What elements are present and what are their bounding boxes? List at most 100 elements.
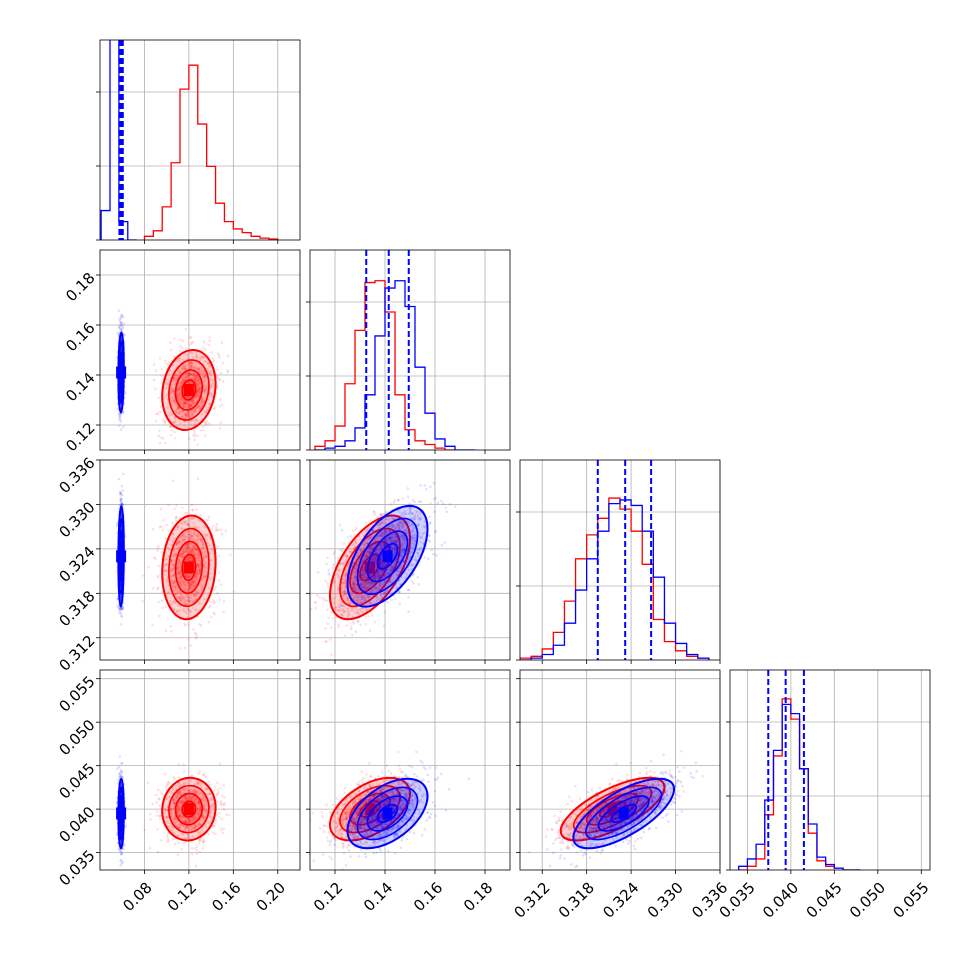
scatter-point <box>189 536 192 540</box>
scatter-point <box>152 556 156 559</box>
scatter-point <box>197 600 201 604</box>
scatter-point <box>204 374 207 377</box>
scatter-point <box>196 385 200 388</box>
scatter-point <box>188 587 192 591</box>
scatter-point <box>197 565 201 568</box>
scatter-point <box>381 565 384 568</box>
scatter-point <box>189 583 193 587</box>
scatter-point <box>200 540 204 544</box>
scatter-point <box>189 373 193 376</box>
scatter-point <box>310 607 313 611</box>
scatter-point <box>195 508 198 511</box>
scatter-point <box>120 324 123 327</box>
scatter-point <box>368 594 371 598</box>
scatter-point <box>194 581 197 584</box>
scatter-point <box>217 354 221 357</box>
scatter-point <box>169 579 173 582</box>
scatter-point <box>399 521 403 525</box>
scatter-point <box>366 580 370 583</box>
scatter-point <box>171 581 175 585</box>
scatter-point <box>380 554 383 557</box>
scatter-point <box>182 365 185 369</box>
scatter-point <box>333 580 337 583</box>
scatter-point <box>185 414 188 418</box>
scatter-point <box>181 551 185 555</box>
scatter-point <box>168 599 172 603</box>
scatter-point <box>180 409 183 413</box>
scatter-point <box>181 415 185 419</box>
scatter-point <box>186 523 189 526</box>
scatter-point <box>201 576 205 580</box>
scatter-point <box>203 598 206 601</box>
scatter-point <box>315 594 319 597</box>
scatter-point <box>378 585 382 588</box>
scatter-point <box>181 552 185 556</box>
scatter-point <box>394 597 397 601</box>
scatter-point <box>194 409 197 413</box>
scatter-point <box>186 581 189 585</box>
scatter-point <box>195 367 199 371</box>
scatter-point <box>193 554 196 557</box>
scatter-point <box>203 410 207 414</box>
scatter-point <box>380 571 384 574</box>
scatter-point <box>185 574 188 578</box>
scatter-point <box>201 346 205 349</box>
scatter-point <box>166 562 169 566</box>
scatter-point <box>116 407 120 411</box>
scatter-point <box>159 436 162 439</box>
scatter-point <box>172 355 176 359</box>
scatter-point <box>343 634 347 637</box>
scatter-point <box>187 371 191 375</box>
scatter-point <box>393 540 396 543</box>
scatter-point <box>173 559 177 562</box>
scatter-point <box>186 608 190 611</box>
scatter-point <box>369 519 373 523</box>
scatter-point <box>177 565 181 569</box>
scatter-point <box>183 424 186 427</box>
scatter-point <box>196 378 199 381</box>
scatter-point <box>192 547 195 550</box>
scatter-point <box>206 534 210 537</box>
scatter-point <box>355 584 359 588</box>
scatter-point <box>412 581 415 585</box>
scatter-point <box>191 398 195 402</box>
scatter-point <box>389 544 392 548</box>
scatter-point <box>425 487 428 491</box>
scatter-point <box>218 378 222 382</box>
y-tick-label: 0.18 <box>62 269 98 305</box>
scatter-point <box>195 382 198 385</box>
scatter-point <box>186 395 189 399</box>
scatter-point <box>189 409 193 413</box>
scatter-point <box>196 388 199 392</box>
scatter-point <box>173 552 176 556</box>
scatter-point <box>207 372 211 375</box>
scatter-point <box>191 600 195 603</box>
scatter-point <box>341 547 345 551</box>
scatter-point <box>354 583 358 586</box>
scatter-point <box>347 561 351 564</box>
scatter-point <box>203 565 206 569</box>
scatter-point <box>343 593 347 597</box>
scatter-point <box>182 607 185 611</box>
scatter-point <box>173 401 176 405</box>
scatter-point <box>197 367 201 370</box>
scatter-point <box>205 519 208 522</box>
scatter-point <box>210 558 213 562</box>
scatter-point <box>402 537 406 541</box>
scatter-point <box>182 520 186 523</box>
scatter-point <box>200 578 204 582</box>
scatter-point <box>185 519 188 523</box>
scatter-point <box>173 586 177 590</box>
scatter-point <box>122 410 125 414</box>
scatter-point <box>179 561 182 564</box>
scatter-point <box>177 571 180 575</box>
scatter-point <box>117 412 121 416</box>
scatter-point <box>179 371 183 375</box>
scatter-point <box>204 348 207 351</box>
scatter-point <box>204 574 208 578</box>
scatter-point <box>181 364 185 367</box>
scatter-point <box>202 340 206 344</box>
scatter-point <box>183 550 187 553</box>
scatter-point <box>344 553 348 557</box>
scatter-point <box>188 404 192 408</box>
